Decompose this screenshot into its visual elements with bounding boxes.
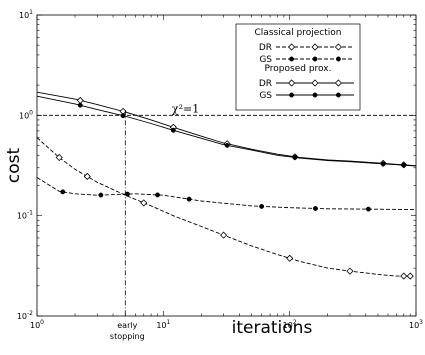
legend-marker-proposed-gs	[335, 92, 341, 98]
legend-marker-classical-dr	[334, 43, 342, 51]
legend-marker-classical-gs	[335, 56, 341, 62]
point-classical-dr	[220, 231, 228, 239]
point-classical-gs	[155, 192, 161, 198]
y-tick-label: 100	[19, 109, 33, 120]
point-classical-gs	[259, 203, 265, 209]
series-proposed-gs	[36, 95, 417, 168]
point-proposed-gs	[77, 102, 83, 108]
legend-marker-proposed-dr	[334, 79, 342, 87]
legend-marker-proposed-gs	[289, 92, 295, 98]
point-classical-dr	[83, 172, 91, 181]
point-classical-dr	[406, 272, 414, 280]
series-line-proposed-dr	[36, 91, 417, 167]
x-axis-label: iterations	[232, 318, 313, 338]
point-proposed-gs	[224, 142, 230, 148]
legend-marker-classical-gs	[289, 56, 295, 62]
point-proposed-gs	[292, 155, 298, 160]
y-tick-label: 10-1	[17, 210, 33, 221]
legend-label-proposed-dr: DR	[259, 79, 272, 89]
point-classical-gs	[365, 206, 371, 212]
series-line-proposed-gs	[36, 95, 417, 167]
legend-marker-proposed-dr	[288, 79, 296, 87]
ticks	[36, 14, 417, 317]
axes-layer: 100 101 102 103 10-2 10-1 100 101 iterations cost	[4, 9, 423, 338]
point-proposed-gs	[170, 127, 176, 133]
point-proposed-gs	[401, 162, 407, 168]
legend-marker-classical-dr	[288, 43, 296, 51]
annotation-layer: χ²=1 early stopping	[37, 102, 416, 341]
legend-marker-proposed-dr	[311, 79, 319, 87]
series-line-classical-gs	[36, 177, 417, 211]
chi-squared-label: χ²=1	[172, 102, 199, 115]
point-proposed-gs	[380, 161, 386, 167]
x-tick-label: 100	[30, 319, 44, 330]
early-stopping-label: stopping	[110, 332, 145, 341]
early-stopping-label: early	[117, 321, 137, 330]
x-tick-label: 101	[156, 319, 170, 330]
legend-label-classical-dr: DR	[259, 43, 272, 53]
legend-label-classical-gs: GS	[259, 55, 272, 65]
series-classical-gs	[36, 177, 417, 212]
point-classical-gs	[125, 191, 130, 197]
x-tick-label: 102	[283, 319, 297, 330]
legend-group-title: Proposed prox.	[265, 64, 332, 74]
legend-label-proposed-gs: GS	[259, 91, 272, 101]
point-classical-gs	[98, 192, 104, 198]
point-classical-dr	[55, 153, 63, 162]
point-classical-gs	[186, 196, 192, 202]
point-classical-gs	[60, 189, 66, 195]
legend-marker-proposed-gs	[312, 92, 318, 98]
y-tick-label: 10-2	[17, 310, 33, 321]
y-axis-label: cost	[4, 148, 24, 184]
y-tick-label: 101	[19, 9, 33, 20]
legend-marker-classical-gs	[312, 56, 318, 62]
series-classical-dr	[36, 137, 414, 280]
series-layer	[36, 91, 417, 280]
x-tick-label: 103	[409, 319, 423, 330]
point-classical-dr	[140, 199, 148, 207]
legend-marker-classical-dr	[311, 43, 319, 51]
point-classical-gs	[313, 206, 318, 211]
point-classical-dr	[346, 267, 354, 275]
legend-group-title: Classical projection	[255, 28, 342, 38]
point-classical-dr	[286, 254, 294, 262]
point-classical-dr	[400, 272, 408, 280]
